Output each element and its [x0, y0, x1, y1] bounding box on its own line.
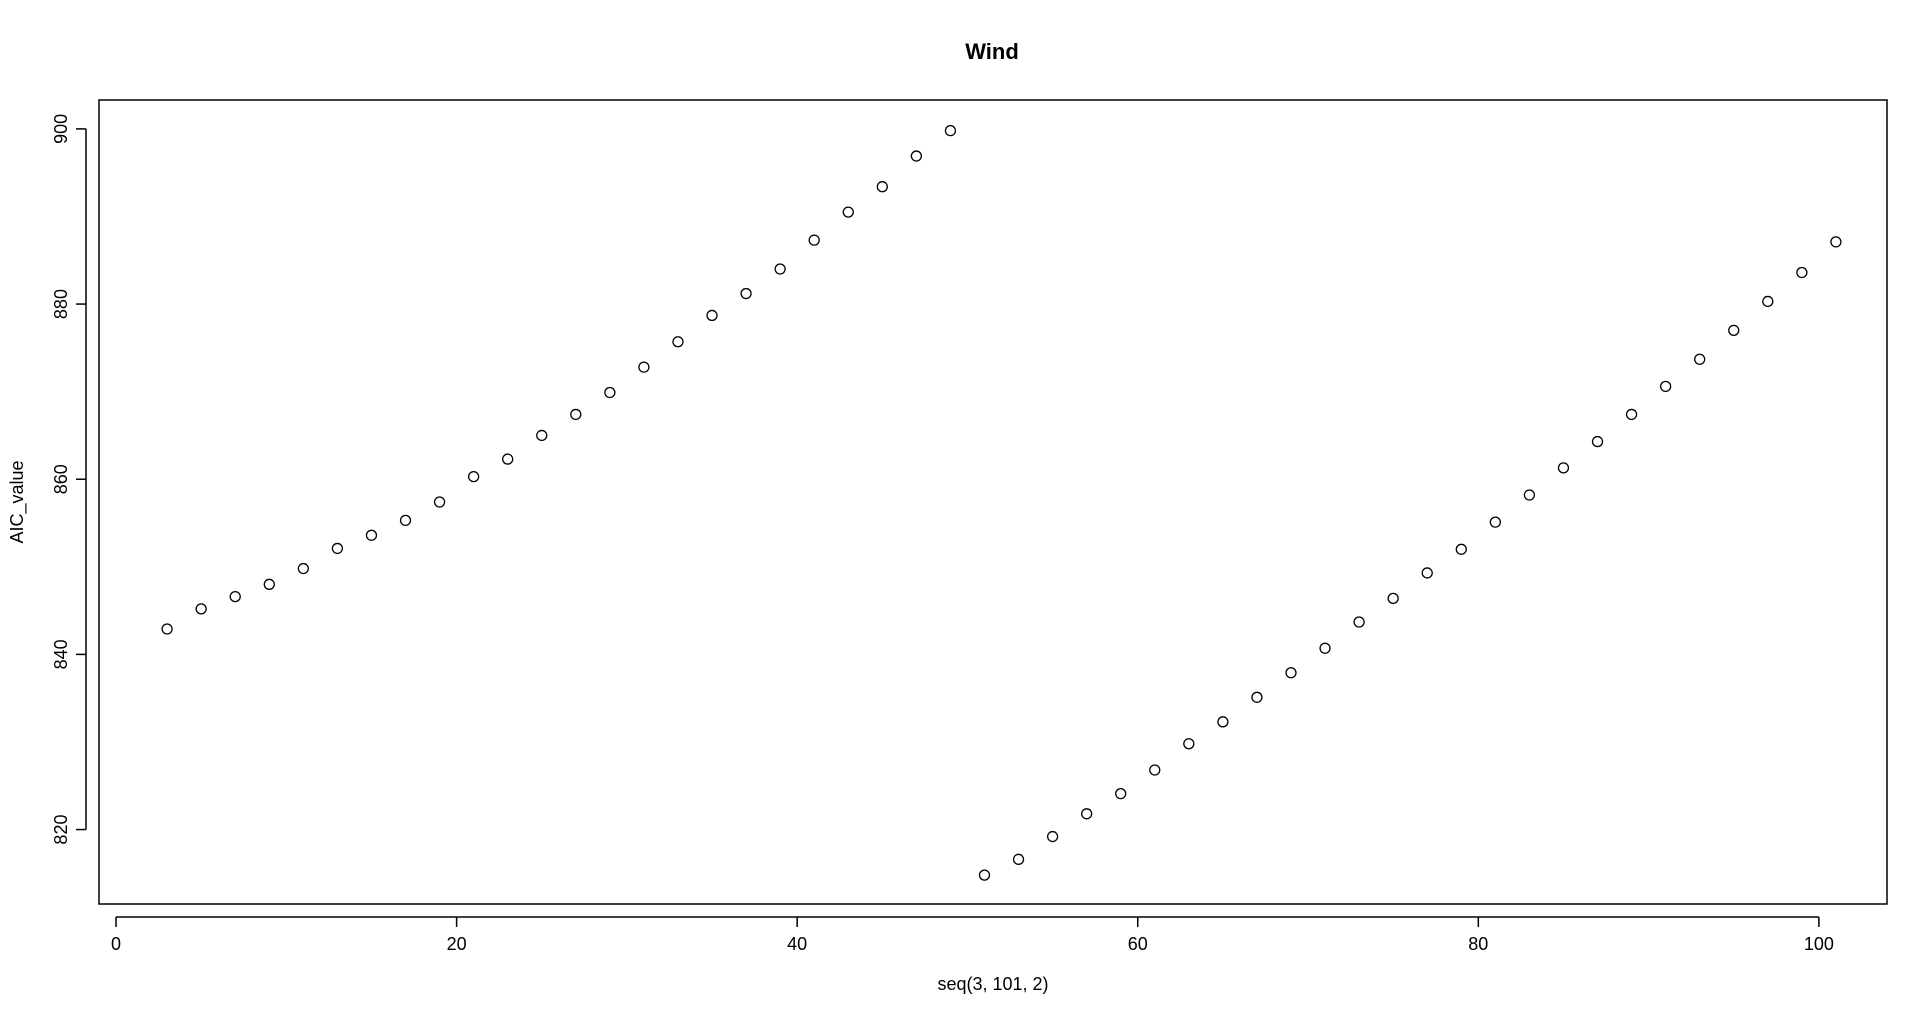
y-tick-label: 900 [51, 114, 71, 144]
data-point [161, 623, 173, 635]
data-point [1523, 489, 1536, 501]
data-point [1046, 830, 1059, 843]
data-point [502, 453, 514, 465]
data-point [1762, 295, 1774, 308]
x-tick-label: 60 [1128, 934, 1148, 954]
data-point [1830, 236, 1842, 248]
x-tick-label: 20 [447, 934, 467, 954]
data-point [1285, 667, 1297, 679]
data-point [399, 514, 412, 527]
data-point [1557, 462, 1570, 474]
y-axis-label: AIC_value [7, 460, 28, 543]
data-point [1353, 616, 1365, 628]
data-point [604, 386, 616, 399]
data-point [1319, 642, 1331, 654]
y-tick-label: 880 [51, 289, 71, 319]
data-point [944, 125, 957, 137]
data-point [1217, 716, 1229, 728]
data-point [1183, 738, 1195, 750]
data-point [978, 869, 991, 881]
y-tick-label: 840 [51, 639, 71, 669]
x-tick-label: 80 [1468, 934, 1488, 954]
data-point [1694, 353, 1706, 365]
data-point [1149, 764, 1161, 776]
data-point [1625, 408, 1638, 421]
data-point [1659, 380, 1672, 393]
data-points [161, 125, 1842, 881]
data-point [1081, 808, 1093, 820]
data-point [1489, 516, 1501, 528]
data-point [774, 263, 786, 275]
data-point [910, 150, 923, 162]
data-point [808, 234, 820, 246]
data-point [706, 309, 718, 322]
data-point [467, 470, 480, 483]
data-point [331, 542, 344, 555]
data-point [1796, 266, 1808, 279]
x-axis: 0 20 40 60 80 100 [111, 916, 1834, 954]
data-point [1728, 324, 1740, 336]
chart-title: Wind [965, 39, 1019, 64]
x-tick-label: 100 [1804, 934, 1834, 954]
data-point [195, 603, 207, 615]
data-point [365, 529, 378, 541]
data-point [433, 496, 446, 508]
x-tick-label: 40 [787, 934, 807, 954]
data-point [740, 287, 752, 300]
data-point [672, 336, 684, 348]
x-tick-label: 0 [111, 934, 121, 954]
y-axis: 820 840 860 880 900 [51, 114, 87, 845]
data-point [536, 429, 548, 442]
data-point [876, 181, 888, 193]
data-point [638, 361, 650, 373]
data-point [1421, 567, 1433, 579]
data-point [1012, 853, 1025, 865]
x-axis-label: seq(3, 101, 2) [937, 974, 1048, 994]
data-point [229, 590, 241, 603]
data-point [570, 408, 582, 421]
data-point [1387, 592, 1399, 604]
data-point [1455, 543, 1467, 555]
data-point [842, 206, 854, 218]
data-point [297, 562, 309, 575]
data-point [1251, 691, 1263, 703]
y-tick-label: 820 [51, 815, 71, 845]
y-tick-label: 860 [51, 464, 71, 494]
data-point [1115, 787, 1127, 800]
plot-area-frame [98, 99, 1888, 905]
data-point [1591, 435, 1604, 448]
data-point [263, 578, 275, 590]
